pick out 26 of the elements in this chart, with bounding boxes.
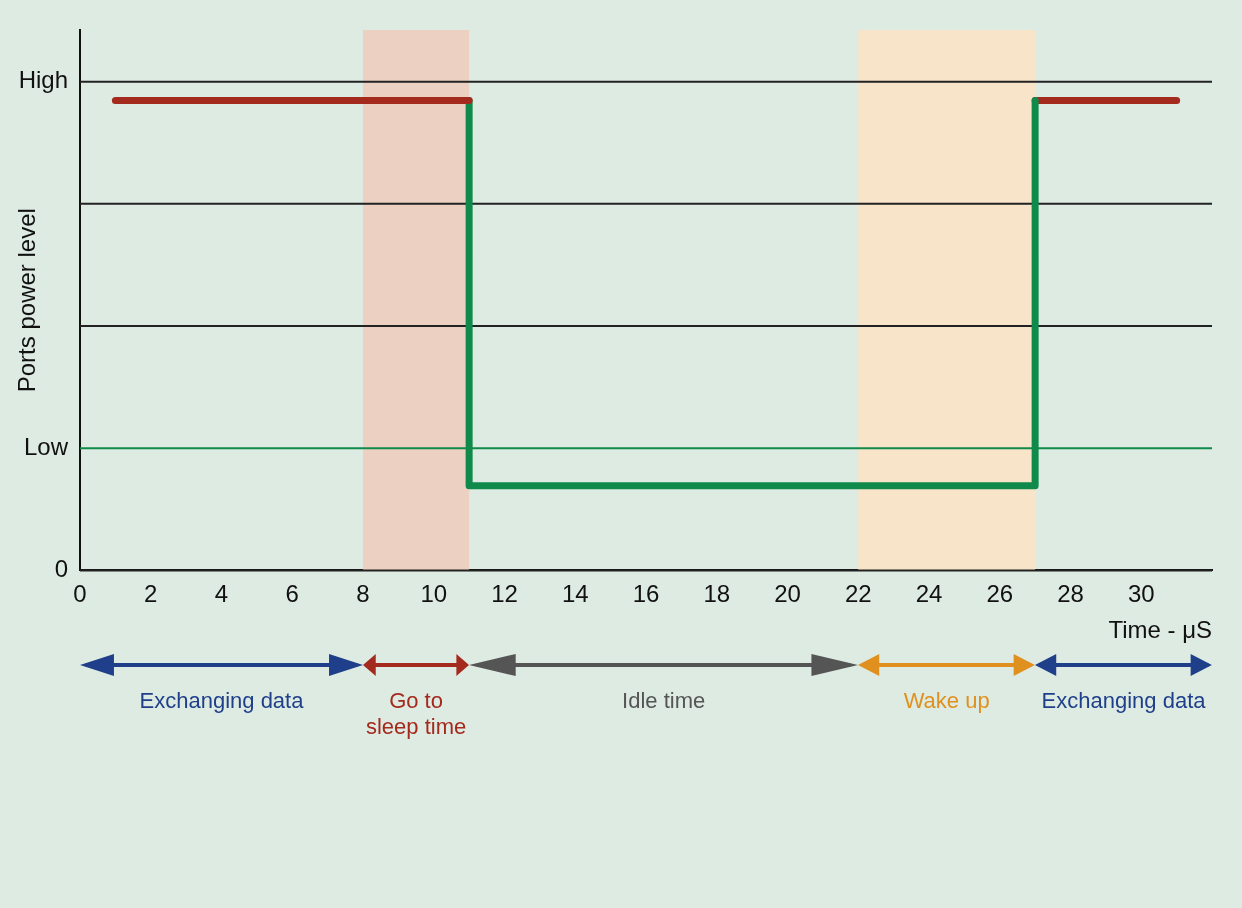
- x-tick-label: 20: [774, 580, 801, 608]
- text: Wake up: [902, 688, 991, 714]
- x-tick-label: 16: [632, 580, 660, 608]
- x-tick-label: 14: [561, 580, 589, 608]
- x-axis-title: Time - μS: [1108, 616, 1212, 644]
- x-tick-label: 30: [1127, 580, 1155, 608]
- x-tick-label: 26: [986, 580, 1014, 608]
- x-tick-label: 24: [915, 580, 943, 608]
- x-tick-label: 22: [844, 580, 872, 608]
- ref-line-label: 0: [54, 555, 68, 583]
- x-tick-label: 10: [420, 580, 448, 608]
- x-tick-label: 2: [144, 580, 158, 608]
- x-tick-label: 6: [285, 580, 299, 608]
- x-tick-label: 12: [491, 580, 518, 608]
- text: Exchanging data: [1040, 688, 1207, 714]
- x-tick-label: 18: [703, 580, 731, 608]
- x-tick-label: 8: [356, 580, 370, 608]
- x-tick-label: 28: [1057, 580, 1084, 608]
- x-tick-label: 4: [214, 580, 229, 608]
- text: Idle time: [621, 688, 707, 714]
- ref-line-label: High: [18, 66, 68, 94]
- y-axis-title: Ports power level: [13, 208, 41, 393]
- text: Exchanging data: [138, 688, 305, 714]
- ref-line-label: Low: [23, 432, 69, 460]
- text: Go to sleep time: [364, 688, 468, 740]
- x-tick-label: 0: [73, 580, 87, 608]
